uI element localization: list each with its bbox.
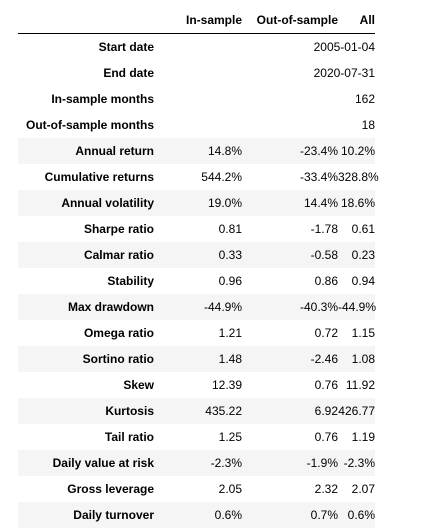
cell-all: 0.6% [347, 508, 375, 522]
cell-all: 0.23 [351, 248, 375, 262]
meta-label: Start date [98, 40, 154, 54]
cell-in-sample: 19.0% [207, 196, 242, 210]
cell-out-of-sample: -1.9% [306, 456, 338, 470]
cell-out-of-sample: 0.76 [314, 378, 338, 392]
table-row: Daily turnover 0.6% 0.7% 0.6% [18, 502, 375, 528]
cell-all: 2.07 [351, 482, 375, 496]
cell-all: 0.94 [351, 274, 375, 288]
meta-label: Out-of-sample months [26, 118, 154, 132]
table-row: Daily value at risk -2.3% -1.9% -2.3% [18, 450, 375, 476]
cell-out-of-sample: -23.4% [299, 144, 338, 158]
row-label: Tail ratio [104, 430, 154, 444]
row-label: Daily turnover [73, 508, 154, 522]
row-label: Stability [107, 274, 154, 288]
cell-all: 0.61 [351, 222, 375, 236]
cell-in-sample: 435.22 [205, 404, 242, 418]
cell-out-of-sample: -33.4% [299, 170, 338, 184]
cell-all: 426.77 [338, 404, 375, 418]
cell-in-sample: -2.3% [210, 456, 242, 470]
cell-in-sample: 1.48 [218, 352, 242, 366]
cell-all: 11.92 [345, 378, 375, 392]
meta-row: End date 2020-07-31 [18, 60, 375, 86]
column-header-all: All [359, 13, 375, 27]
meta-section: Start date 2005-01-04 End date 2020-07-3… [18, 34, 375, 139]
stats-section: Annual return 14.8% -23.4% 10.2% Cumulative … [18, 138, 379, 528]
cell-out-of-sample: -40.3% [299, 300, 338, 314]
table-row: Tail ratio 1.25 0.76 1.19 [18, 424, 375, 450]
meta-value: 2005-01-04 [313, 40, 375, 54]
cell-out-of-sample: 0.76 [314, 430, 338, 444]
cell-in-sample: 1.25 [218, 430, 242, 444]
row-label: Sortino ratio [82, 352, 154, 366]
cell-in-sample: 0.33 [218, 248, 242, 262]
column-header-out-of-sample: Out-of-sample [256, 13, 338, 27]
meta-row: Start date 2005-01-04 [18, 34, 375, 61]
meta-value: 2020-07-31 [313, 66, 375, 80]
table-row: Kurtosis 435.22 6.92 426.77 [18, 398, 375, 424]
row-label: Kurtosis [105, 404, 154, 418]
cell-out-of-sample: -0.58 [310, 248, 338, 262]
table-row: Cumulative returns 544.2% -33.4% 328.8% [18, 164, 379, 190]
table-row: Gross leverage 2.05 2.32 2.07 [18, 476, 375, 502]
cell-all: -44.9% [338, 300, 377, 314]
cell-all: 1.19 [351, 430, 375, 444]
cell-in-sample: 12.39 [211, 378, 242, 392]
meta-value: 18 [361, 118, 375, 132]
performance-stats-table-container: Start date 2005-01-04 End date 2020-07-3… [18, 7, 379, 528]
cell-out-of-sample: 6.92 [314, 404, 338, 418]
header-row: In-sample Out-of-sample All [18, 7, 375, 34]
cell-out-of-sample: 2.32 [314, 482, 338, 496]
cell-all: 1.15 [351, 326, 375, 340]
table-row: Sharpe ratio 0.81 -1.78 0.61 [18, 216, 375, 242]
meta-label: In-sample months [51, 92, 154, 106]
row-label: Max drawdown [67, 300, 154, 314]
cell-all: 10.2% [340, 144, 375, 158]
meta-value: 162 [354, 92, 375, 106]
row-label: Annual volatility [61, 196, 154, 210]
table-header: In-sample Out-of-sample All [18, 7, 375, 34]
cell-all: 328.8% [338, 170, 379, 184]
cell-out-of-sample: 0.72 [314, 326, 338, 340]
table-row: Annual volatility 19.0% 14.4% 18.6% [18, 190, 375, 216]
table-row: Skew 12.39 0.76 11.92 [18, 372, 375, 398]
cell-in-sample: 14.8% [207, 144, 242, 158]
cell-in-sample: -44.9% [203, 300, 242, 314]
cell-in-sample: 0.96 [218, 274, 242, 288]
cell-out-of-sample: 0.86 [314, 274, 338, 288]
table-row: Calmar ratio 0.33 -0.58 0.23 [18, 242, 375, 268]
cell-in-sample: 544.2% [201, 170, 242, 184]
row-label: Daily value at risk [52, 456, 154, 470]
row-label: Gross leverage [67, 482, 154, 496]
header-empty-cell [18, 7, 160, 34]
cell-in-sample: 0.6% [214, 508, 242, 522]
cell-all: 18.6% [340, 196, 375, 210]
meta-row: In-sample months 162 [18, 86, 375, 112]
meta-row: Out-of-sample months 18 [18, 112, 375, 138]
row-label: Calmar ratio [83, 248, 154, 262]
performance-stats-table: Start date 2005-01-04 End date 2020-07-3… [18, 7, 379, 528]
column-header-in-sample: In-sample [185, 13, 242, 27]
cell-in-sample: 0.81 [218, 222, 242, 236]
table-row: Max drawdown -44.9% -40.3% -44.9% [18, 294, 377, 320]
cell-out-of-sample: -2.46 [310, 352, 338, 366]
row-label: Sharpe ratio [83, 222, 154, 236]
cell-out-of-sample: -1.78 [310, 222, 338, 236]
table-row: Sortino ratio 1.48 -2.46 1.08 [18, 346, 375, 372]
meta-label: End date [103, 66, 154, 80]
table-row: Omega ratio 1.21 0.72 1.15 [18, 320, 375, 346]
cell-in-sample: 1.21 [218, 326, 242, 340]
cell-all: -2.3% [343, 456, 375, 470]
row-label: Annual return [75, 144, 154, 158]
table-row: Stability 0.96 0.86 0.94 [18, 268, 375, 294]
row-label: Omega ratio [83, 326, 154, 340]
table-row: Annual return 14.8% -23.4% 10.2% [18, 138, 375, 164]
row-label: Cumulative returns [44, 170, 154, 184]
row-label: Skew [123, 378, 154, 392]
cell-out-of-sample: 14.4% [303, 196, 338, 210]
cell-out-of-sample: 0.7% [310, 508, 338, 522]
cell-in-sample: 2.05 [218, 482, 242, 496]
cell-all: 1.08 [351, 352, 375, 366]
